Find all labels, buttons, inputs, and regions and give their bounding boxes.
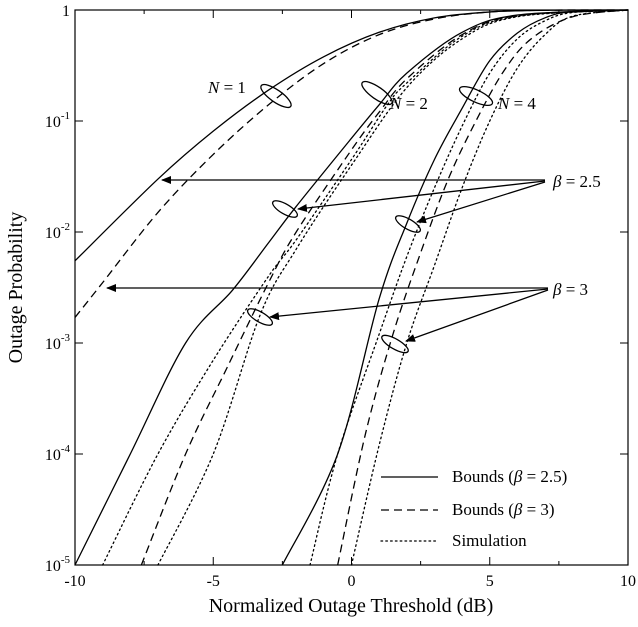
x-tick-label: 0 — [348, 573, 356, 590]
x-tick-label: 5 — [486, 573, 494, 590]
beta3-n4-ellipse — [380, 332, 411, 356]
annotation-n2: N = 2 — [389, 94, 428, 113]
x-tick-label: -10 — [64, 573, 85, 590]
legend-label: Bounds (β = 2.5) — [452, 467, 567, 486]
beta25-n2-ellipse — [270, 198, 299, 221]
annotation-beta25: β = 2.5 — [552, 172, 601, 191]
y-tick-label: 10-2 — [45, 221, 70, 242]
y-axis-title: Outage Probability — [5, 212, 27, 364]
y-tick-label: 1 — [62, 3, 70, 20]
x-tick-label: 10 — [620, 573, 636, 590]
beta3-arrow-n2 — [270, 289, 548, 317]
beta25-n4-ellipse — [393, 213, 422, 236]
y-tick-label: 10-4 — [45, 443, 71, 464]
annotation-beta3: β = 3 — [552, 280, 588, 299]
y-tick-label: 10-1 — [45, 110, 70, 131]
y-tick-label: 10-5 — [45, 554, 71, 575]
legend-label: Bounds (β = 3) — [452, 500, 555, 519]
chart-legend: Bounds (β = 2.5) Bounds (β = 3) Simulation — [381, 467, 567, 550]
annotation-n4: N = 4 — [497, 94, 536, 113]
legend-label: Simulation — [452, 531, 527, 550]
group-markers: N = 1 N = 2 N = 4 β = 2.5 β = 3 — [107, 78, 601, 356]
x-axis-title: Normalized Outage Threshold (dB) — [209, 595, 494, 617]
annotation-n1: N = 1 — [207, 78, 246, 97]
beta25-arrow-n2 — [298, 181, 545, 209]
y-tick-label: 10-3 — [45, 332, 71, 353]
curve-solid-n1 — [75, 10, 628, 261]
x-tick-label: -5 — [207, 573, 220, 590]
curve-dashed-n1 — [75, 10, 628, 317]
beta3-arrow-n4 — [406, 290, 548, 341]
